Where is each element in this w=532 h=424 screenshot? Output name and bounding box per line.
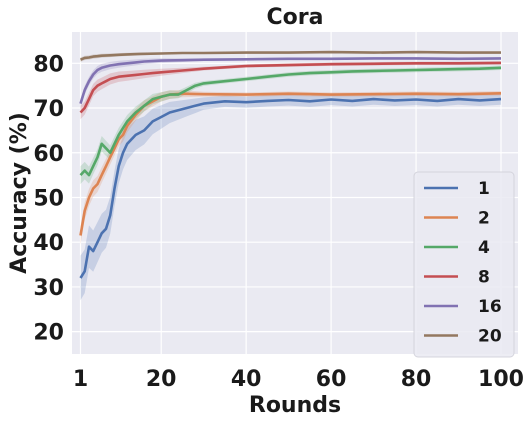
line-series-8 (79, 61, 502, 114)
x-tick-label: 1 (73, 367, 88, 392)
line-series-20 (79, 50, 501, 61)
y-axis-title: Accuracy (%) (7, 112, 32, 274)
x-tick-labels: 1 20 40 60 80 100 (73, 367, 524, 392)
x-tick-label: 80 (401, 367, 432, 392)
legend-label-16: 16 (478, 297, 502, 317)
legend-label-8: 8 (478, 268, 490, 288)
legend: 1 2 4 8 16 20 (413, 171, 515, 358)
x-axis-title: Rounds (249, 393, 341, 418)
legend-label-2: 2 (478, 209, 490, 229)
x-tick-label: 40 (231, 367, 262, 392)
line-series-1 (79, 97, 502, 279)
series-lines (79, 50, 502, 279)
y-tick-label: 60 (33, 142, 64, 167)
legend-label-20: 20 (478, 327, 502, 347)
y-tick-label: 70 (33, 97, 64, 122)
x-tick-label: 20 (146, 367, 177, 392)
y-tick-labels: 20 30 40 50 60 70 80 (33, 52, 64, 345)
y-tick-label: 50 (33, 186, 64, 211)
y-tick-label: 20 (33, 321, 64, 346)
y-tick-label: 30 (33, 276, 64, 301)
chart-title: Cora (267, 5, 324, 30)
legend-label-1: 1 (478, 179, 490, 199)
legend-label-4: 4 (478, 238, 490, 258)
line-series-16 (79, 57, 502, 104)
line-series-4 (79, 66, 502, 177)
y-tick-label: 80 (33, 52, 64, 77)
band-series-16 (80, 57, 501, 108)
x-tick-label: 100 (478, 367, 524, 392)
x-tick-label: 60 (316, 367, 347, 392)
y-tick-label: 40 (33, 231, 64, 256)
